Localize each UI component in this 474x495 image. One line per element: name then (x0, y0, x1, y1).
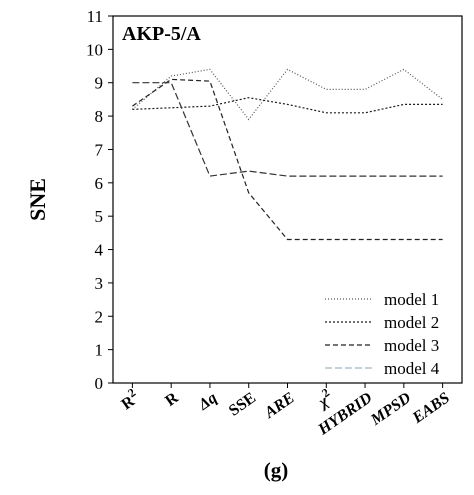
chart-title: AKP-5/A (122, 23, 201, 45)
y-tick-label: 4 (95, 241, 104, 260)
x-tick-label: Δq (195, 389, 220, 414)
y-tick-label: 3 (95, 274, 104, 293)
y-tick-label: 1 (95, 341, 104, 360)
y-tick-label: 9 (95, 74, 104, 93)
series-line-4 (132, 82, 443, 177)
x-tick-label: ARE (261, 389, 298, 422)
y-tick-label: 0 (95, 374, 104, 393)
y-tick-label: 10 (86, 40, 103, 59)
x-tick-label: R2 (116, 385, 143, 413)
x-tick-label: EABS (409, 389, 453, 427)
series-lines (132, 68, 443, 241)
y-tick-label: 11 (87, 7, 103, 26)
y-tick-label: 8 (95, 107, 104, 126)
y-axis-ticks: 0 1 2 3 4 5 6 7 8 9 10 11 (86, 7, 113, 393)
x-tick-label: χ2 (311, 385, 336, 412)
legend: model 1 model 2 model 3 model 4 (325, 290, 440, 378)
legend-label-3: model 3 (384, 336, 439, 355)
y-tick-label: 6 (95, 174, 104, 193)
x-tick-label: R (162, 389, 182, 410)
y-tick-label: 7 (95, 140, 104, 159)
legend-label-1: model 1 (384, 290, 439, 309)
y-tick-label: 2 (95, 307, 104, 326)
series-line-2 (132, 97, 443, 114)
x-tick-label: MPSD (367, 389, 414, 429)
y-tick-label: 5 (95, 207, 104, 226)
series-line-1 (132, 68, 443, 121)
series-line-3 (132, 78, 443, 241)
figure-caption: (g) (264, 458, 289, 482)
legend-label-2: model 2 (384, 313, 439, 332)
legend-label-4: model 4 (384, 359, 440, 378)
x-tick-label: SSE (226, 389, 259, 419)
y-axis-label: SNE (25, 178, 50, 221)
